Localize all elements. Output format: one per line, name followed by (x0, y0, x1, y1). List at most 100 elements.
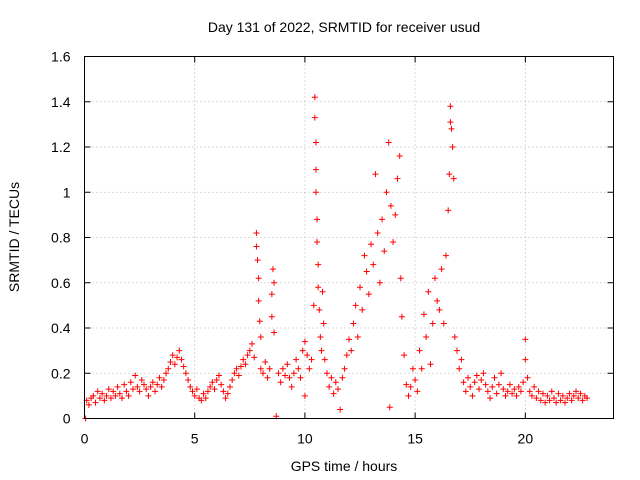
data-point (359, 306, 366, 313)
data-point (354, 334, 361, 341)
data-point (339, 374, 346, 381)
data-point (315, 261, 322, 268)
data-point (295, 365, 302, 372)
data-point (215, 372, 222, 379)
data-point (202, 395, 209, 402)
data-point (187, 383, 194, 390)
data-point (254, 257, 261, 264)
data-point (473, 372, 480, 379)
data-point (256, 318, 263, 325)
data-point (434, 297, 441, 304)
data-point (116, 390, 123, 397)
data-point (152, 388, 159, 395)
data-point (374, 229, 381, 236)
data-point (311, 94, 318, 101)
data-point (487, 395, 494, 402)
data-point (460, 379, 467, 386)
data-point (154, 381, 161, 388)
data-point (266, 365, 273, 372)
data-point (465, 374, 472, 381)
y-tick-label: 1.6 (51, 49, 71, 65)
data-point (224, 390, 231, 397)
data-point (559, 392, 566, 399)
y-tick-label: 0.4 (51, 320, 71, 336)
data-point (476, 386, 483, 393)
data-point (286, 374, 293, 381)
data-point (431, 275, 438, 282)
data-point (136, 388, 143, 395)
data-point (557, 397, 564, 404)
data-point (193, 386, 200, 393)
data-point (555, 390, 562, 397)
data-point (189, 388, 196, 395)
data-point (539, 390, 546, 397)
data-point (257, 365, 264, 372)
data-point (412, 377, 419, 384)
data-point (390, 239, 397, 246)
y-tick-label: 1 (63, 184, 71, 200)
x-tick-labels: 0 5 10 15 20 (81, 431, 534, 447)
data-point (174, 354, 181, 361)
data-point (299, 347, 306, 354)
data-point (317, 334, 324, 341)
data-point (566, 390, 573, 397)
data-point (564, 395, 571, 402)
data-point (515, 383, 522, 390)
data-point (343, 352, 350, 359)
data-point (407, 383, 414, 390)
data-point (191, 392, 198, 399)
axis-ticks (84, 56, 614, 419)
data-point (158, 383, 165, 390)
x-tick-label: 10 (297, 431, 313, 447)
data-point (255, 275, 262, 282)
data-point (233, 365, 240, 372)
data-point (293, 356, 300, 363)
data-point (310, 302, 317, 309)
data-point (448, 125, 455, 132)
data-point (268, 313, 275, 320)
data-point (260, 370, 267, 377)
data-point (396, 153, 403, 160)
data-point (451, 334, 458, 341)
data-point (316, 306, 323, 313)
data-point (165, 365, 172, 372)
data-point (357, 284, 364, 291)
data-point (579, 397, 586, 404)
y-tick-label: 1.4 (51, 94, 71, 110)
data-point (506, 381, 513, 388)
data-point (279, 365, 286, 372)
data-points (82, 94, 591, 422)
data-point (301, 392, 308, 399)
data-point (171, 361, 178, 368)
data-point (482, 381, 489, 388)
data-point (141, 381, 148, 388)
data-point (416, 347, 423, 354)
data-point (553, 399, 560, 406)
x-tick-label: 15 (407, 431, 423, 447)
data-point (167, 358, 174, 365)
data-point (386, 404, 393, 411)
data-point (469, 392, 476, 399)
data-point (480, 370, 487, 377)
data-point (381, 248, 388, 255)
data-point (504, 388, 511, 395)
data-point (204, 388, 211, 395)
x-tick-label: 5 (191, 431, 199, 447)
data-point (185, 377, 192, 384)
data-point (526, 388, 533, 395)
data-point (341, 365, 348, 372)
data-point (231, 370, 238, 377)
data-point (568, 397, 575, 404)
chart-title: Day 131 of 2022, SRMTID for receiver usu… (208, 19, 480, 35)
x-tick-label: 20 (518, 431, 534, 447)
data-point (370, 261, 377, 268)
data-point (394, 175, 401, 182)
data-point (493, 390, 500, 397)
y-tick-label: 0.6 (51, 275, 71, 291)
data-point (253, 229, 260, 236)
x-axis-title: GPS time / hours (291, 458, 398, 474)
data-point (235, 372, 242, 379)
data-point (226, 383, 233, 390)
data-point (306, 365, 313, 372)
